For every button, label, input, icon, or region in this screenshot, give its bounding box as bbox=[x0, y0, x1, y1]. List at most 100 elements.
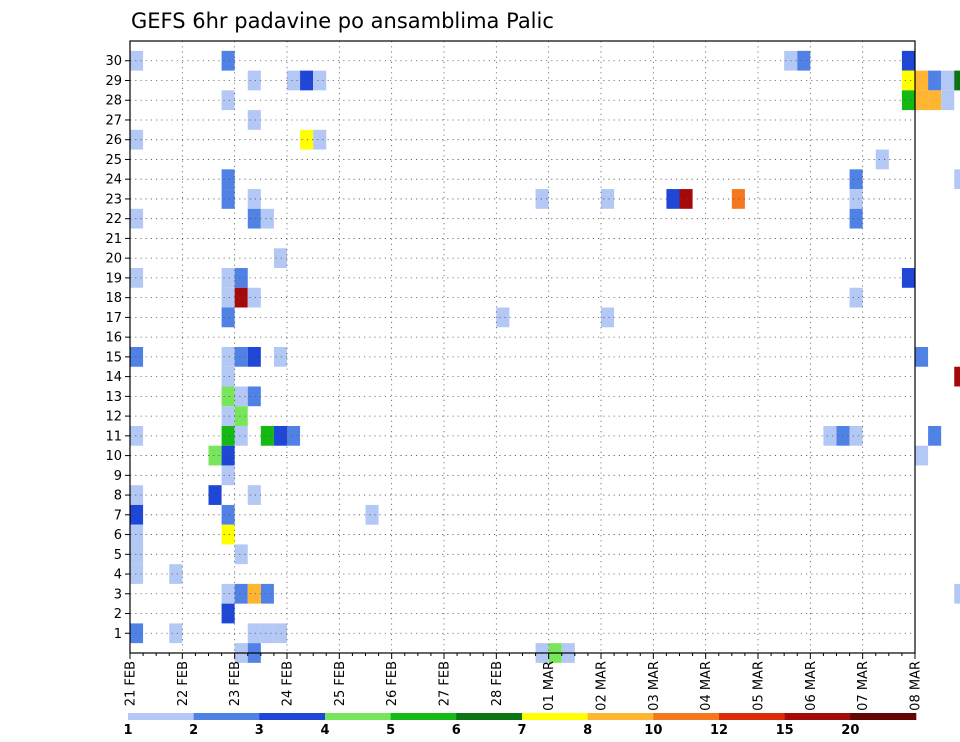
heatmap-cell bbox=[221, 307, 235, 328]
heatmap-cell bbox=[365, 504, 379, 525]
heatmap-cell bbox=[221, 406, 235, 426]
y-tick-label: 7 bbox=[114, 508, 122, 523]
heatmap-cell bbox=[823, 425, 837, 446]
heatmap-cell bbox=[849, 169, 863, 190]
heatmap-cell bbox=[260, 208, 274, 229]
heatmap-cell bbox=[731, 189, 745, 209]
legend-label: 20 bbox=[841, 723, 859, 738]
y-tick-label: 13 bbox=[105, 390, 122, 405]
x-tick-label: 06 MAR bbox=[804, 661, 819, 711]
legend-swatch bbox=[325, 713, 391, 720]
legend-swatch bbox=[719, 713, 785, 720]
legend-swatch bbox=[193, 713, 260, 720]
heatmap-cell bbox=[849, 425, 863, 446]
heatmap-cell bbox=[221, 268, 235, 288]
y-tick-label: 19 bbox=[105, 271, 122, 286]
heatmap-cell bbox=[954, 169, 960, 190]
heatmap-cell bbox=[928, 70, 942, 91]
y-tick-label: 16 bbox=[105, 331, 122, 346]
heatmap-cell bbox=[208, 445, 222, 466]
x-tick-label: 23 FEB bbox=[228, 661, 243, 706]
heatmap-cell bbox=[234, 406, 248, 426]
heatmap-cell bbox=[169, 623, 183, 644]
legend-swatch bbox=[522, 713, 588, 720]
legend-label: 5 bbox=[386, 723, 395, 738]
y-tick-label: 17 bbox=[105, 311, 122, 326]
legend-label: 3 bbox=[255, 723, 264, 738]
heatmap-cell bbox=[247, 70, 261, 91]
y-tick-label: 23 bbox=[105, 192, 122, 207]
heatmap-cell bbox=[221, 90, 235, 111]
heatmap-cell bbox=[915, 347, 929, 367]
y-tick-label: 22 bbox=[105, 212, 122, 227]
heatmap-cell bbox=[601, 307, 615, 328]
legend-swatch bbox=[784, 713, 851, 720]
x-tick-label: 04 MAR bbox=[699, 661, 714, 711]
legend-label: 12 bbox=[710, 723, 728, 738]
heatmap-cell bbox=[954, 70, 960, 91]
heatmap-cell bbox=[221, 465, 235, 486]
heatmap-cell bbox=[130, 425, 144, 446]
heatmap-cell bbox=[260, 583, 274, 604]
heatmap-cell bbox=[901, 50, 915, 71]
chart-title: GEFS 6hr padavine po ansamblima Palic bbox=[131, 9, 554, 33]
x-tick-label: 03 MAR bbox=[647, 661, 662, 711]
heatmap-cell bbox=[221, 169, 235, 190]
heatmap-cell bbox=[247, 623, 261, 644]
heatmap-cell bbox=[234, 425, 248, 446]
heatmap-cell bbox=[130, 485, 144, 505]
heatmap-cell bbox=[941, 70, 955, 91]
heatmap-cell bbox=[875, 149, 889, 170]
heatmap-cell bbox=[679, 189, 693, 209]
heatmap-cell bbox=[901, 90, 915, 111]
heatmap-cell bbox=[273, 347, 287, 367]
x-tick-label: 25 FEB bbox=[333, 661, 348, 706]
heatmap-cell bbox=[130, 544, 144, 565]
grid-layer bbox=[130, 41, 915, 653]
heatmap-cell bbox=[247, 287, 261, 308]
heatmap-cell bbox=[130, 347, 144, 367]
heatmap-cell bbox=[221, 445, 235, 466]
heatmap-cell bbox=[273, 623, 287, 644]
heatmap-cell bbox=[130, 208, 144, 229]
legend-swatch bbox=[456, 713, 523, 720]
legend-swatch bbox=[259, 713, 326, 720]
x-tick-label: 07 MAR bbox=[856, 661, 871, 711]
heatmap-cell bbox=[221, 425, 235, 446]
heatmap-cell bbox=[221, 524, 235, 545]
legend-label: 6 bbox=[452, 723, 461, 738]
x-tick-label: 28 FEB bbox=[490, 661, 505, 706]
heatmap-cell bbox=[915, 445, 929, 466]
y-tick-label: 11 bbox=[105, 429, 122, 444]
legend-swatch bbox=[128, 713, 194, 720]
heatmap-cell bbox=[300, 129, 314, 150]
y-tick-label: 27 bbox=[105, 113, 122, 128]
y-tick-label: 15 bbox=[105, 350, 122, 365]
legend-label: 8 bbox=[583, 723, 592, 738]
legend-label: 4 bbox=[320, 723, 329, 738]
heatmap-cell bbox=[130, 564, 144, 584]
x-tick-label: 26 FEB bbox=[385, 661, 400, 706]
y-tick-label: 14 bbox=[105, 370, 122, 385]
x-tick-label: 24 FEB bbox=[281, 661, 296, 706]
legend-swatch bbox=[390, 713, 457, 720]
heatmap-cell bbox=[954, 583, 960, 604]
y-axis: 1234567891011121314151617181920212223242… bbox=[105, 54, 130, 642]
heatmap-cell bbox=[221, 189, 235, 209]
heatmap-cell bbox=[221, 386, 235, 407]
y-tick-label: 8 bbox=[114, 489, 122, 504]
heatmap-cell bbox=[130, 129, 144, 150]
heatmap-cell bbox=[601, 189, 615, 209]
y-tick-label: 3 bbox=[114, 587, 122, 602]
y-tick-label: 24 bbox=[105, 173, 122, 188]
heatmap-cell bbox=[849, 208, 863, 229]
legend-swatch bbox=[587, 713, 654, 720]
legend-swatch bbox=[850, 713, 917, 720]
y-tick-label: 1 bbox=[114, 627, 122, 642]
cells-layer bbox=[130, 50, 960, 663]
heatmap-cell bbox=[666, 189, 680, 209]
heatmap-cell bbox=[260, 425, 274, 446]
heatmap-cell bbox=[313, 70, 327, 91]
heatmap-cell bbox=[130, 50, 144, 71]
heatmap-cell bbox=[130, 504, 144, 525]
